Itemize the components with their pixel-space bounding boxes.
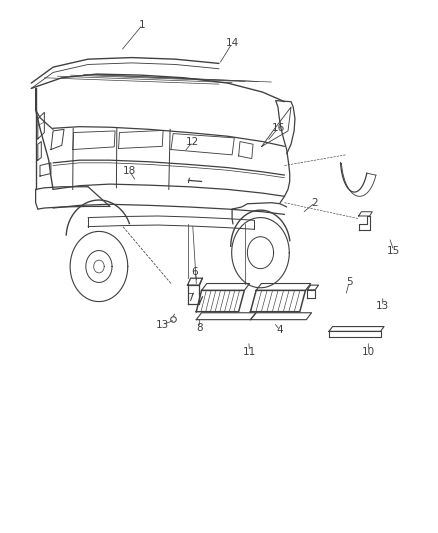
Text: 12: 12: [186, 136, 199, 147]
Text: 14: 14: [226, 38, 239, 48]
Text: 13: 13: [376, 301, 389, 311]
Text: 1: 1: [139, 20, 146, 30]
Text: 6: 6: [192, 267, 198, 277]
Text: 11: 11: [243, 346, 256, 357]
Text: 8: 8: [196, 322, 203, 333]
Text: 4: 4: [277, 325, 283, 335]
Text: 13: 13: [155, 320, 169, 330]
Text: 18: 18: [123, 166, 136, 176]
Text: 5: 5: [346, 278, 353, 287]
Text: 10: 10: [362, 346, 375, 357]
Text: 7: 7: [187, 293, 194, 303]
Text: 15: 15: [387, 246, 400, 255]
Text: 2: 2: [312, 198, 318, 208]
Text: 16: 16: [271, 123, 285, 133]
